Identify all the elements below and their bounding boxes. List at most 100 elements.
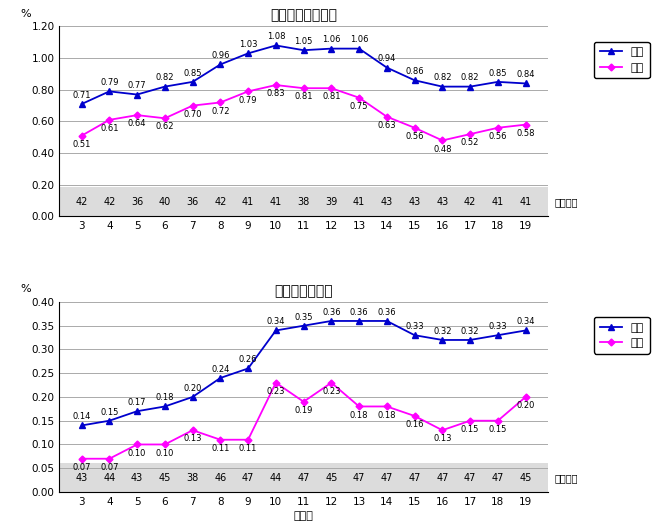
Text: 43: 43 (75, 473, 88, 483)
Text: 0.10: 0.10 (128, 449, 147, 458)
Text: 1.03: 1.03 (239, 40, 257, 49)
Text: 0.20: 0.20 (516, 401, 535, 410)
Text: 0.56: 0.56 (488, 132, 507, 141)
Text: 0.86: 0.86 (405, 67, 424, 76)
Text: 0.94: 0.94 (378, 54, 396, 63)
Text: 38: 38 (298, 197, 310, 207)
Text: 0.07: 0.07 (73, 463, 91, 472)
Text: 0.85: 0.85 (488, 69, 507, 78)
Text: 0.79: 0.79 (100, 78, 119, 87)
Text: 40: 40 (158, 197, 171, 207)
Text: 全国順位: 全国順位 (555, 473, 578, 483)
Text: 0.96: 0.96 (211, 51, 230, 60)
Text: 0.36: 0.36 (350, 308, 368, 317)
Text: 38: 38 (187, 473, 199, 483)
Text: 0.10: 0.10 (156, 449, 174, 458)
Text: 47: 47 (381, 473, 393, 483)
Text: 42: 42 (103, 197, 115, 207)
Text: 45: 45 (158, 473, 171, 483)
Text: %: % (20, 9, 30, 19)
Text: %: % (20, 285, 30, 294)
Text: 45: 45 (325, 473, 337, 483)
Text: 44: 44 (103, 473, 115, 483)
X-axis label: 年度間: 年度間 (294, 511, 313, 521)
Text: 0.72: 0.72 (211, 107, 230, 116)
Text: 0.58: 0.58 (516, 129, 535, 138)
Text: 43: 43 (381, 197, 393, 207)
Legend: 全国, 宮崎: 全国, 宮崎 (594, 317, 649, 354)
Text: 0.24: 0.24 (211, 365, 230, 374)
Text: 41: 41 (519, 197, 532, 207)
Text: 0.32: 0.32 (461, 327, 479, 336)
Title: 長期欠席率の推移: 長期欠席率の推移 (270, 8, 337, 23)
Text: 0.15: 0.15 (461, 425, 479, 434)
Text: 0.82: 0.82 (461, 74, 479, 83)
Text: 0.34: 0.34 (516, 317, 535, 326)
Text: 0.48: 0.48 (433, 144, 451, 153)
Text: 0.15: 0.15 (100, 407, 119, 416)
Text: 全国順位: 全国順位 (555, 197, 578, 207)
Text: 0.34: 0.34 (267, 317, 285, 326)
Text: 0.62: 0.62 (156, 122, 174, 131)
Text: 0.79: 0.79 (239, 96, 257, 105)
Legend: 全国, 宮崎: 全国, 宮崎 (594, 41, 649, 78)
Text: 0.84: 0.84 (516, 70, 535, 79)
Text: 0.61: 0.61 (100, 124, 119, 133)
Text: 0.36: 0.36 (322, 308, 341, 317)
Text: 41: 41 (353, 197, 365, 207)
Text: 0.11: 0.11 (239, 444, 257, 453)
Text: 44: 44 (270, 473, 282, 483)
Text: 0.18: 0.18 (350, 411, 368, 419)
Text: 0.56: 0.56 (405, 132, 424, 141)
Text: 0.18: 0.18 (378, 411, 396, 419)
Text: 0.63: 0.63 (378, 121, 396, 130)
Text: 42: 42 (464, 197, 477, 207)
Text: 36: 36 (187, 197, 199, 207)
Text: 0.13: 0.13 (183, 434, 202, 443)
Bar (59, 462, 548, 492)
Text: 0.85: 0.85 (183, 69, 202, 78)
Bar (59, 187, 548, 216)
Text: 0.36: 0.36 (378, 308, 396, 317)
Text: 45: 45 (519, 473, 532, 483)
Text: 47: 47 (298, 473, 310, 483)
Text: 0.23: 0.23 (267, 387, 285, 396)
Text: 0.26: 0.26 (239, 355, 257, 364)
Text: 36: 36 (131, 197, 143, 207)
Text: 0.23: 0.23 (322, 387, 341, 396)
Text: 0.77: 0.77 (128, 81, 147, 90)
Text: 0.52: 0.52 (461, 138, 479, 147)
Text: 0.75: 0.75 (350, 102, 368, 111)
Text: 41: 41 (492, 197, 504, 207)
Text: 0.35: 0.35 (294, 313, 313, 322)
Text: 0.71: 0.71 (73, 91, 91, 100)
Text: 1.05: 1.05 (294, 37, 313, 46)
Text: 0.16: 0.16 (405, 420, 424, 429)
Text: 0.82: 0.82 (156, 74, 174, 83)
Text: 47: 47 (464, 473, 477, 483)
Text: 43: 43 (436, 197, 449, 207)
Text: 0.83: 0.83 (267, 89, 285, 98)
Text: 0.14: 0.14 (73, 412, 91, 421)
Text: 47: 47 (492, 473, 504, 483)
Text: 41: 41 (270, 197, 282, 207)
Text: 0.17: 0.17 (128, 398, 147, 407)
Text: 1.06: 1.06 (350, 35, 368, 44)
Text: 0.07: 0.07 (100, 463, 119, 472)
Text: 0.51: 0.51 (73, 140, 91, 149)
Text: 0.33: 0.33 (488, 322, 507, 331)
Text: 0.82: 0.82 (433, 74, 451, 83)
Text: 0.20: 0.20 (183, 384, 202, 393)
Text: 0.81: 0.81 (322, 93, 341, 102)
Text: 43: 43 (409, 197, 420, 207)
Text: 47: 47 (409, 473, 421, 483)
Text: 47: 47 (353, 473, 365, 483)
Text: 41: 41 (242, 197, 254, 207)
Text: 0.81: 0.81 (294, 93, 313, 102)
Text: 0.19: 0.19 (294, 406, 313, 415)
Text: 0.11: 0.11 (211, 444, 230, 453)
Text: 1.06: 1.06 (322, 35, 341, 44)
Text: 1.08: 1.08 (267, 32, 285, 41)
Text: 0.32: 0.32 (433, 327, 451, 336)
Text: 0.13: 0.13 (433, 434, 451, 443)
